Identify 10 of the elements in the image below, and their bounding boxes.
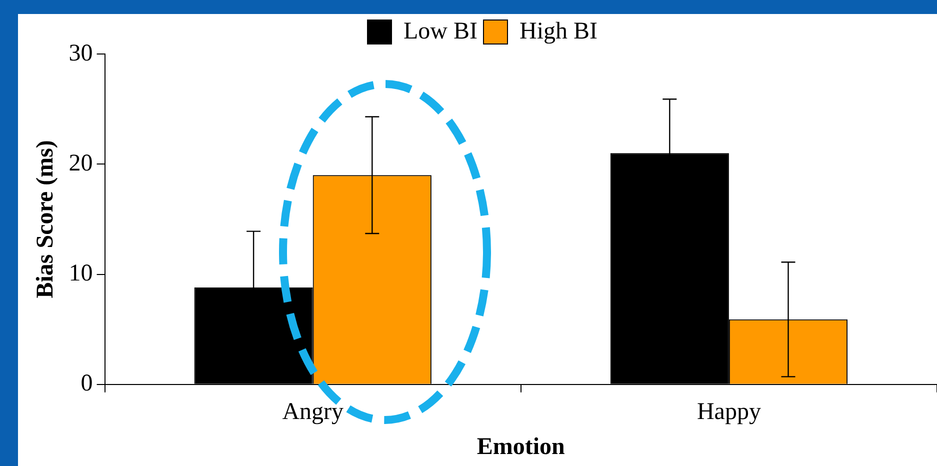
y-tick-label: 30 (68, 40, 93, 66)
y-tick-label: 20 (68, 150, 93, 176)
x-axis-title: Emotion (476, 434, 565, 460)
legend-label: Low BI (404, 18, 478, 44)
x-tick-label: Happy (696, 399, 761, 426)
x-tick-label: Angry (282, 399, 344, 426)
y-tick-label: 0 (80, 370, 93, 397)
y-axis-title: Bias Score (ms) (32, 140, 59, 298)
legend-label: High BI (519, 18, 598, 44)
y-tick-label: 10 (68, 260, 93, 287)
